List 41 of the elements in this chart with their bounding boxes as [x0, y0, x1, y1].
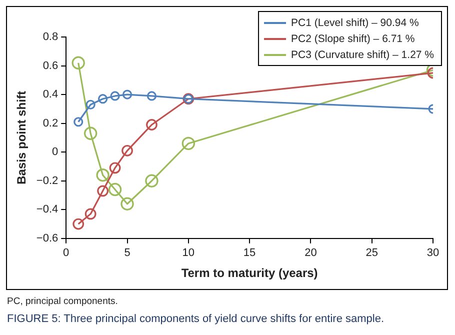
y-tick-label: 0.8 — [42, 31, 58, 44]
point — [109, 162, 121, 174]
point — [72, 56, 85, 70]
x-tick-label: 20 — [304, 247, 317, 260]
point — [86, 100, 96, 110]
x-tick-label: 15 — [243, 247, 256, 260]
point — [120, 197, 134, 210]
x-tick-label: 10 — [182, 247, 195, 260]
point — [84, 208, 96, 220]
text: FIGURE 5: Three principal components of yield curve shifts for entire sample. — [7, 313, 384, 325]
x-tick-label: 30 — [426, 247, 440, 260]
point — [84, 126, 98, 140]
point — [74, 117, 84, 127]
y-axis-title: Basis point shift — [14, 91, 29, 184]
point — [108, 182, 122, 196]
legend-label: PC2 (Slope shift) – 6.71 % — [291, 32, 415, 45]
y-tick-label: −0.6 — [36, 232, 58, 244]
point — [97, 185, 109, 197]
legend-label: PC1 (Level shift) – 90.94 % — [291, 16, 419, 29]
point — [146, 119, 158, 130]
text: PC, principal components. — [7, 296, 118, 307]
point — [145, 174, 158, 188]
y-tick-label: 0 — [52, 146, 58, 158]
x-tick-label: 5 — [124, 247, 130, 260]
y-tick-label: 0.4 — [42, 88, 58, 101]
point — [96, 168, 110, 182]
legend-label: PC3 (Curvature shift) – 1.27 % — [291, 48, 434, 61]
x-tick-label: 0 — [63, 247, 70, 260]
x-axis-title: Term to maturity (years) — [181, 266, 318, 280]
point — [110, 91, 120, 101]
point — [146, 91, 157, 101]
point — [182, 136, 196, 150]
x-tick-label: 25 — [366, 247, 378, 260]
y-tick-label: 0.2 — [42, 117, 58, 130]
point — [122, 144, 133, 156]
y-tick-label: 0.6 — [42, 60, 58, 72]
y-tick-label: −0.4 — [36, 204, 58, 216]
point — [72, 218, 84, 230]
y-tick-label: −0.2 — [36, 174, 58, 187]
point — [122, 90, 132, 100]
point — [98, 94, 108, 104]
